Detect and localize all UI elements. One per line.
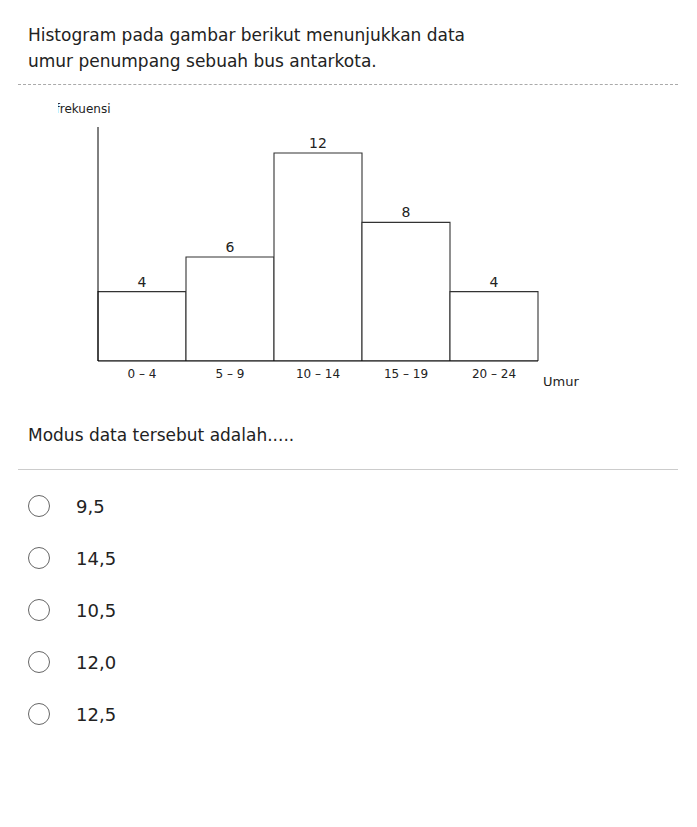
svg-text:8: 8 — [402, 204, 411, 220]
html-text:12,5: 12,5 — [76, 703, 117, 725]
svg-text:12: 12 — [309, 135, 327, 151]
html-text:Modus data tersebut adalah....: Modus data tersebut adalah..... — [28, 425, 295, 445]
svg-text:4: 4 — [138, 274, 147, 290]
svg-text:0 – 4: 0 – 4 — [128, 367, 157, 381]
svg-text:20 – 24: 20 – 24 — [472, 367, 516, 381]
svg-text:4: 4 — [490, 274, 499, 290]
html-text:14,5: 14,5 — [76, 547, 117, 569]
svg-text:frekuensi: frekuensi — [58, 102, 111, 116]
html-text:12,0: 12,0 — [76, 651, 117, 673]
svg-text:15 – 19: 15 – 19 — [384, 367, 428, 381]
html-text:umur penumpang sebuah bus anta: umur penumpang sebuah bus antarkota. — [28, 51, 377, 71]
svg-text:6: 6 — [226, 239, 235, 255]
svg-text:5 – 9: 5 – 9 — [216, 367, 245, 381]
html-text:Histogram pada gambar berikut: Histogram pada gambar berikut menunjukka… — [28, 25, 465, 45]
html-text:9,5: 9,5 — [76, 495, 105, 517]
html-text:10,5: 10,5 — [76, 599, 117, 621]
svg-text:Umur: Umur — [543, 374, 579, 389]
svg-text:10 – 14: 10 – 14 — [296, 367, 340, 381]
